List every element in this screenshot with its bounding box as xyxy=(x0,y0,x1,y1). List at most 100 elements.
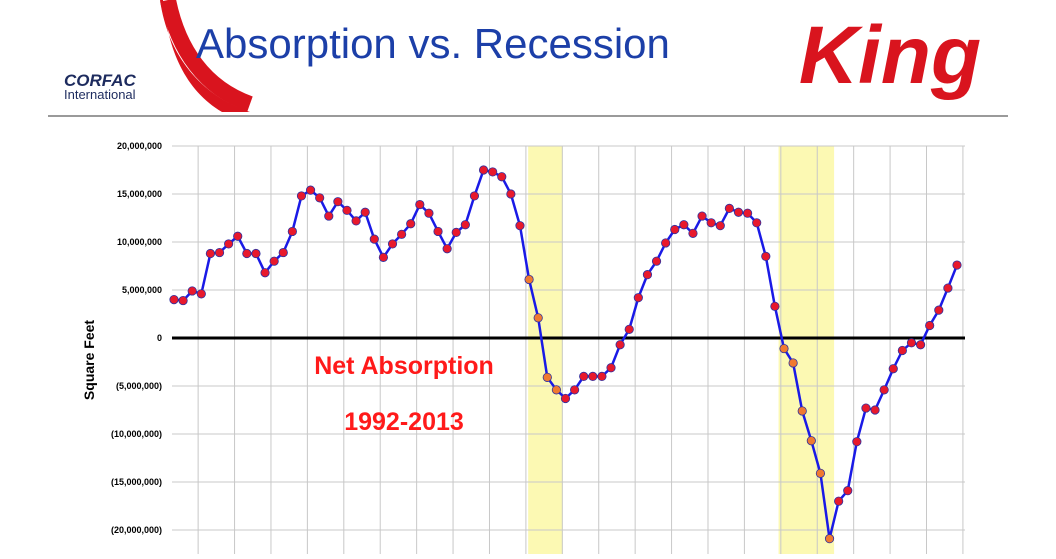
data-point xyxy=(269,256,279,266)
data-point xyxy=(688,228,698,238)
logo-sub: International xyxy=(64,87,136,102)
data-point xyxy=(205,248,216,259)
data-point xyxy=(551,385,561,395)
data-point xyxy=(406,219,416,229)
data-point xyxy=(233,231,243,241)
data-point xyxy=(196,289,206,299)
data-point xyxy=(925,320,935,331)
data-point xyxy=(879,385,889,395)
data-point xyxy=(305,185,316,195)
data-point xyxy=(697,211,707,221)
data-point xyxy=(824,534,835,544)
data-point xyxy=(360,207,370,217)
y-tick-label: (20,000,000) xyxy=(111,525,162,535)
data-point xyxy=(251,248,261,259)
data-point xyxy=(779,343,789,354)
data-point xyxy=(733,207,744,217)
data-point xyxy=(560,393,571,404)
data-point xyxy=(706,218,716,228)
data-point xyxy=(752,218,762,228)
data-point xyxy=(670,224,680,235)
data-point xyxy=(524,274,534,285)
recession-band xyxy=(528,146,563,554)
data-point xyxy=(296,191,307,201)
data-point xyxy=(615,340,625,350)
data-point xyxy=(351,216,361,226)
data-point xyxy=(624,324,634,334)
y-tick-label: 10,000,000 xyxy=(117,237,162,247)
data-point xyxy=(797,406,807,416)
data-point xyxy=(834,496,844,506)
data-point xyxy=(478,165,489,175)
data-point xyxy=(278,247,288,258)
y-tick-label: (15,000,000) xyxy=(111,477,162,487)
y-tick-label: 20,000,000 xyxy=(117,141,162,151)
data-point xyxy=(442,244,452,254)
data-point xyxy=(214,247,225,258)
plot: 20,000,000 15,000,000 10,000,000 5,000,000 0… xyxy=(111,141,965,554)
data-point xyxy=(897,345,907,356)
data-point xyxy=(888,364,898,374)
data-point xyxy=(715,221,725,231)
data-point xyxy=(433,226,443,237)
data-point xyxy=(606,363,616,373)
data-point xyxy=(597,371,607,381)
swoosh xyxy=(160,0,250,112)
data-point xyxy=(378,252,389,262)
data-point xyxy=(806,436,816,446)
data-point xyxy=(679,220,689,230)
data-point xyxy=(952,260,962,270)
annotation: Net Absorption xyxy=(314,352,494,380)
data-point xyxy=(187,286,197,296)
data-point xyxy=(915,340,926,350)
data-point xyxy=(651,256,662,266)
data-point xyxy=(397,229,407,239)
data-point xyxy=(579,371,589,381)
data-point xyxy=(451,227,461,237)
logo: CORFAC xyxy=(64,71,137,90)
data-point xyxy=(515,221,525,231)
y-tick-label: (5,000,000) xyxy=(116,381,162,391)
data-point xyxy=(861,403,871,413)
data-point xyxy=(661,238,671,248)
brand: King xyxy=(799,10,981,101)
data-point xyxy=(178,295,188,306)
data-point xyxy=(460,220,470,230)
data-point xyxy=(533,313,543,323)
series-line xyxy=(173,168,959,539)
data-point xyxy=(542,372,552,382)
y-tick-label: (10,000,000) xyxy=(111,429,162,439)
data-point xyxy=(287,226,297,237)
data-point xyxy=(761,251,771,261)
title: Absorption vs. Recession xyxy=(196,20,670,67)
data-point xyxy=(488,167,498,177)
y-tick-label: 15,000,000 xyxy=(117,189,162,199)
data-point xyxy=(242,248,252,259)
data-point xyxy=(570,385,580,395)
data-point xyxy=(224,239,234,249)
data-point xyxy=(333,197,343,207)
data-point xyxy=(506,189,516,199)
data-point xyxy=(588,371,598,381)
data-point xyxy=(724,203,734,213)
data-point xyxy=(788,358,798,368)
y-axis-label: Square Feet xyxy=(81,320,97,400)
data-point xyxy=(852,437,862,447)
data-point xyxy=(642,270,653,280)
data-point xyxy=(770,301,780,311)
data-point xyxy=(415,199,425,210)
data-point xyxy=(870,405,880,415)
data-point xyxy=(342,205,352,215)
data-point xyxy=(742,208,753,218)
y-tick-label: 5,000,000 xyxy=(122,285,162,295)
data-point xyxy=(369,234,379,244)
data-point xyxy=(260,268,270,278)
data-point xyxy=(469,191,480,201)
annotation: 1992-2013 xyxy=(344,408,464,436)
data-point xyxy=(934,305,944,315)
data-point xyxy=(324,211,334,221)
data-point xyxy=(497,172,507,182)
data-point xyxy=(943,283,953,293)
data-point xyxy=(169,294,179,305)
